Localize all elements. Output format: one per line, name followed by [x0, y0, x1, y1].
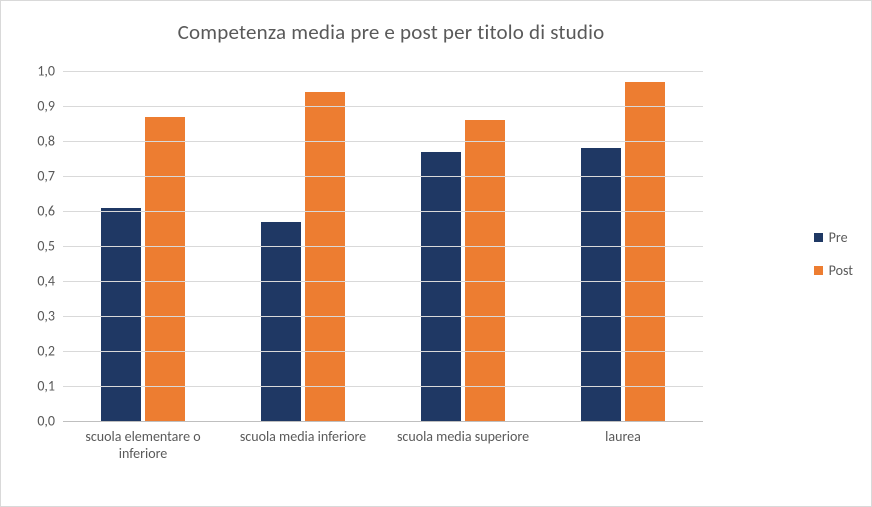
gridline [63, 281, 703, 282]
y-tick-label: 0,2 [37, 343, 55, 360]
y-tick-label: 0,6 [37, 203, 55, 220]
y-tick-label: 0,8 [37, 133, 55, 150]
bar-pre [581, 148, 621, 421]
bar-post [465, 120, 505, 421]
bar-post [145, 117, 185, 422]
gridline [63, 386, 703, 387]
legend: Pre Post [814, 1, 853, 506]
legend-item-post: Post [814, 262, 853, 279]
gridline [63, 421, 703, 422]
legend-item-pre: Pre [814, 229, 853, 246]
y-tick-label: 0,5 [37, 238, 55, 255]
gridline [63, 211, 703, 212]
gridline [63, 351, 703, 352]
gridline [63, 176, 703, 177]
gridline [63, 246, 703, 247]
legend-label: Pre [829, 229, 848, 246]
y-tick-label: 0,9 [37, 98, 55, 115]
plot-area: 0,00,10,20,30,40,50,60,70,80,91,0 [63, 71, 703, 421]
y-tick-label: 0,4 [37, 273, 55, 290]
bar-post [625, 82, 665, 422]
legend-label: Post [829, 262, 853, 279]
y-tick-label: 1,0 [37, 63, 55, 80]
gridline [63, 141, 703, 142]
y-tick-label: 0,0 [37, 413, 55, 430]
x-tick-label: laurea [543, 429, 703, 446]
chart-title: Competenza media pre e post per titolo d… [1, 19, 781, 45]
x-tick-label: scuola elementare o inferiore [63, 429, 223, 463]
x-tick-label: scuola media superiore [383, 429, 543, 446]
bar-pre [261, 222, 301, 422]
y-tick-label: 0,3 [37, 308, 55, 325]
gridline [63, 106, 703, 107]
legend-swatch [814, 266, 823, 275]
legend-swatch [814, 233, 823, 242]
bar-pre [421, 152, 461, 422]
bar-pre [101, 208, 141, 422]
y-tick-label: 0,7 [37, 168, 55, 185]
x-tick-label: scuola media inferiore [223, 429, 383, 446]
gridline [63, 71, 703, 72]
bar-chart: Competenza media pre e post per titolo d… [0, 0, 872, 507]
gridline [63, 316, 703, 317]
x-axis-labels: scuola elementare o inferiorescuola medi… [63, 429, 703, 479]
y-tick-label: 0,1 [37, 378, 55, 395]
